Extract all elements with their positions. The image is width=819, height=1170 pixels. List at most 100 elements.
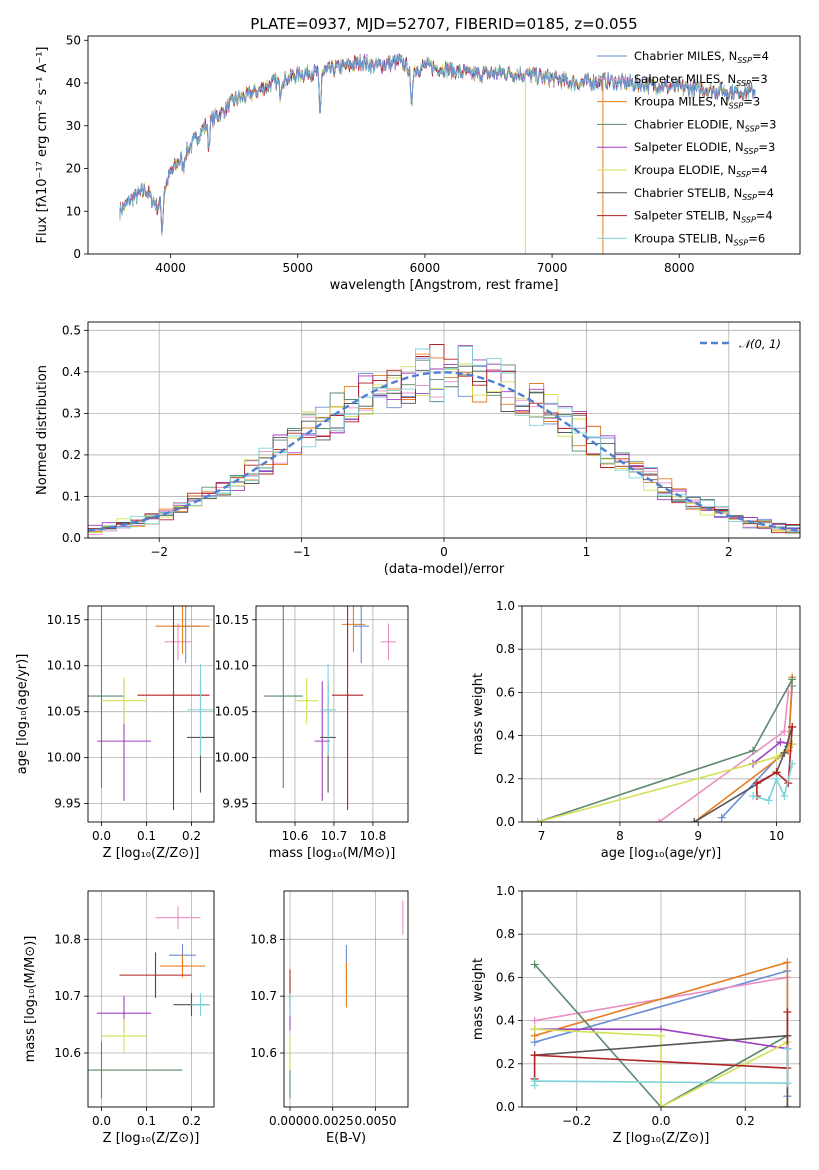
y-tick-label: 10.15 <box>47 613 81 627</box>
legend-label: Kroupa ELODIE, NSSP=4 <box>634 163 768 179</box>
weight-marker <box>788 675 797 684</box>
weight-marker <box>530 1016 539 1025</box>
y-axis-label: mass weight <box>471 958 486 1040</box>
legend-item: Kroupa STELIB, NSSP=6 <box>597 231 765 247</box>
axes-frame <box>87 890 215 1108</box>
panel-mass-vs-EBV: 0.0000 0.0025 0.0050 10.6 10.7 10.8 E(B-V) <box>250 890 409 1146</box>
x-tick-label: 9 <box>694 829 702 843</box>
y-tick-label: 0.3 <box>62 406 81 420</box>
x-tick-label: 5000 <box>283 261 314 275</box>
axes: 4000 5000 6000 7000 8000 0 10 20 30 40 50 wavelengt… <box>35 33 801 293</box>
legend-item: Salpeter ELODIE, NSSP=3 <box>597 140 775 156</box>
y-tick-label: 10.00 <box>215 751 249 765</box>
weight-marker <box>788 722 797 731</box>
y-tick-label: 0.2 <box>62 448 81 462</box>
x-tick-label: 6000 <box>410 261 441 275</box>
y-axis-label: Flux [fλ10⁻¹⁷ erg cm⁻² s⁻¹ A⁻¹] <box>35 47 50 244</box>
errorbar-point <box>88 1041 183 1099</box>
x-tick-label: 0.0 <box>92 829 111 843</box>
y-tick-label: 9.95 <box>54 797 81 811</box>
weight-marker <box>764 796 773 805</box>
x-tick-label: 8 <box>616 829 624 843</box>
errorbar-point <box>101 677 147 724</box>
errorbar-point <box>191 993 210 1017</box>
x-tick-label: 8000 <box>664 261 695 275</box>
axes: −0.2 0.0 0.2 0.0 0.2 0.4 0.6 0.8 1.0 Z [log₁₀(Z/Z… <box>471 884 801 1146</box>
errorbar-point <box>160 954 205 978</box>
errorbar-point <box>187 663 214 756</box>
weight-line <box>534 963 788 1107</box>
axes: 0.0000 0.0025 0.0050 10.6 10.7 10.8 E(B-V) <box>250 890 409 1146</box>
x-tick-label: 0.0 <box>651 1114 670 1128</box>
errorbar-point <box>155 906 201 930</box>
plot-area <box>522 606 800 822</box>
weight-marker <box>655 818 664 822</box>
x-tick-label: −0.2 <box>562 1114 591 1128</box>
y-tick-label: 0.0 <box>496 815 515 829</box>
plot-area <box>88 891 214 1107</box>
y-axis-label: mass weight <box>471 673 486 755</box>
y-tick-label: 40 <box>66 76 81 90</box>
x-tick-label: 10 <box>769 829 784 843</box>
y-tick-label: 0.4 <box>496 729 515 743</box>
weight-marker <box>530 1025 539 1034</box>
weight-marker <box>530 960 539 969</box>
weight-marker <box>780 727 789 736</box>
weight-marker <box>772 753 781 762</box>
x-tick-label: 2 <box>725 545 733 559</box>
x-tick-label: −1 <box>293 545 311 559</box>
panel-weight-vs-age: 7 8 9 10 0.0 0.2 0.4 0.6 0.8 1.0 age [log₁₀(age/yr… <box>471 599 801 861</box>
weight-marker <box>783 958 792 967</box>
legend-label: 𝒩(0, 1) <box>739 337 781 351</box>
y-tick-label: 20 <box>66 162 81 176</box>
plot-layer <box>533 673 797 822</box>
panel-spectrum: 4000 5000 6000 7000 8000 0 10 20 30 40 50 wavelengt… <box>35 33 801 293</box>
y-tick-label: 10.7 <box>250 989 277 1003</box>
weight-marker <box>788 759 797 768</box>
gridlines <box>88 891 214 1107</box>
axes-frame <box>521 605 801 823</box>
plot-layer <box>88 906 210 1099</box>
y-tick-label: 0.8 <box>496 642 515 656</box>
normal-reference-curve <box>88 371 800 532</box>
y-tick-label: 10.6 <box>250 1046 277 1060</box>
gridlines <box>256 606 408 822</box>
x-tick-label: 0.1 <box>137 1114 156 1128</box>
x-tick-label: 0.2 <box>182 1114 201 1128</box>
x-axis-label: Z [log₁₀(Z/Z⊙)] <box>613 1131 710 1146</box>
x-axis-label: Z [log₁₀(Z/Z⊙)] <box>103 1131 200 1146</box>
axes: −2 −1 0 1 2 0.0 0.1 0.2 0.3 0.4 0.5 (data-model)/er… <box>35 321 801 577</box>
plot-layer <box>88 606 214 811</box>
x-tick-label: 10.7 <box>321 829 348 843</box>
legend-label: Kroupa STELIB, NSSP=6 <box>634 231 765 247</box>
errorbar-point <box>137 606 210 811</box>
weight-marker <box>530 1077 539 1086</box>
y-axis-label: age [log₁₀(age/yr)] <box>15 654 30 775</box>
weight-marker <box>788 740 797 749</box>
y-tick-label: 10.8 <box>250 932 277 946</box>
axes: 0.0 0.1 0.2 9.95 10.00 10.05 10.10 10.15 Z [log₁… <box>15 605 215 861</box>
x-axis-label: wavelength [Angstrom, rest frame] <box>330 278 559 293</box>
weight-marker <box>690 818 699 822</box>
x-axis-label: E(B-V) <box>326 1131 366 1146</box>
y-tick-label: 10.00 <box>47 751 81 765</box>
errorbar-point <box>314 681 331 801</box>
x-tick-label: 1 <box>583 545 591 559</box>
histogram-step <box>88 344 800 534</box>
y-tick-label: 0.0 <box>62 531 81 545</box>
weight-marker <box>780 792 789 801</box>
weight-line <box>693 726 793 822</box>
weight-marker <box>717 813 726 822</box>
y-tick-label: 9.95 <box>222 797 249 811</box>
errorbar-point <box>164 623 192 661</box>
x-tick-label: 0.0025 <box>312 1114 354 1128</box>
legend-label: Salpeter ELODIE, NSSP=3 <box>634 140 775 156</box>
x-tick-label: 0.0000 <box>269 1114 311 1128</box>
gridlines <box>284 891 408 1107</box>
legend: 𝒩(0, 1) <box>700 337 781 351</box>
errorbar-point <box>101 1018 147 1053</box>
y-tick-label: 0.1 <box>62 489 81 503</box>
axes: 7 8 9 10 0.0 0.2 0.4 0.6 0.8 1.0 age [log₁₀(age/yr… <box>471 599 801 861</box>
weight-marker <box>749 746 758 755</box>
